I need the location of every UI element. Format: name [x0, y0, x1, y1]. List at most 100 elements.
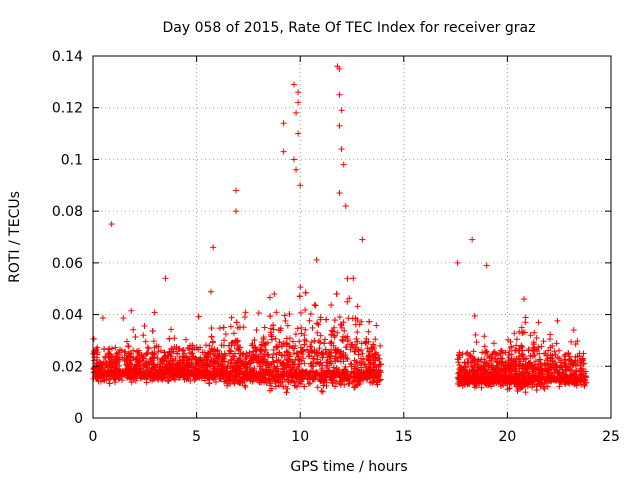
- data-point: [112, 344, 119, 351]
- data-point: [123, 338, 130, 345]
- data-point: [284, 322, 291, 329]
- data-point: [289, 338, 296, 345]
- data-point: [365, 328, 372, 335]
- data-point: [336, 91, 343, 98]
- data-point: [469, 236, 476, 243]
- data-point: [293, 109, 300, 116]
- data-point: [272, 383, 279, 390]
- data-point: [317, 332, 324, 339]
- data-point: [304, 346, 311, 353]
- data-point: [297, 284, 304, 291]
- data-point: [207, 288, 214, 295]
- data-point: [358, 340, 365, 347]
- data-point: [342, 202, 349, 209]
- data-point: [326, 368, 333, 375]
- data-point: [546, 336, 553, 343]
- data-point: [511, 330, 518, 337]
- data-point: [224, 382, 231, 389]
- y-tick-label: 0: [74, 411, 83, 427]
- data-point: [481, 343, 488, 350]
- data-point: [233, 319, 240, 326]
- x-tick-label: 15: [395, 429, 413, 445]
- data-point: [371, 350, 378, 357]
- data-point: [125, 343, 132, 350]
- data-point: [358, 347, 365, 354]
- data-point: [319, 388, 326, 395]
- data-point: [298, 324, 305, 331]
- data-point: [535, 319, 542, 326]
- y-tick-labels: 0 0.02 0.04 0.06 0.08 0.1 0.12 0.14: [52, 49, 83, 427]
- data-point: [286, 343, 293, 350]
- data-point: [319, 365, 326, 372]
- data-point: [516, 328, 523, 335]
- data-point: [108, 221, 115, 228]
- data-point: [331, 355, 338, 362]
- data-point: [354, 329, 361, 336]
- data-point: [128, 307, 135, 314]
- data-point: [293, 166, 300, 173]
- data-point: [307, 310, 314, 317]
- data-point: [296, 293, 303, 300]
- data-point: [314, 384, 321, 391]
- data-point: [101, 377, 108, 384]
- x-tick-label: 25: [602, 429, 620, 445]
- data-point: [349, 379, 356, 386]
- data-point: [280, 148, 287, 155]
- data-point: [306, 353, 313, 360]
- data-point: [538, 343, 545, 350]
- data-point: [334, 357, 341, 364]
- data-point: [151, 309, 158, 316]
- data-point: [299, 347, 306, 354]
- y-tick-label: 0.1: [61, 152, 83, 168]
- data-point: [227, 356, 234, 363]
- data-point: [270, 358, 277, 365]
- data-point: [216, 325, 223, 332]
- data-point: [130, 347, 137, 354]
- data-point: [483, 262, 490, 269]
- data-point: [273, 344, 280, 351]
- data-point: [105, 346, 112, 353]
- data-point: [344, 275, 351, 282]
- data-point: [99, 314, 106, 321]
- data-point: [171, 343, 178, 350]
- data-point: [344, 355, 351, 362]
- data-point: [266, 294, 273, 301]
- data-point: [314, 320, 321, 327]
- data-point: [519, 330, 526, 337]
- data-point: [365, 353, 372, 360]
- data-point: [141, 323, 148, 330]
- data-point: [336, 314, 343, 321]
- data-point: [220, 324, 227, 331]
- data-point: [161, 349, 168, 356]
- data-point: [220, 342, 227, 349]
- data-point: [150, 338, 157, 345]
- data-point: [292, 331, 299, 338]
- data-point: [203, 342, 210, 349]
- data-point: [113, 350, 120, 357]
- data-point: [267, 313, 274, 320]
- x-tick-label: 10: [291, 429, 309, 445]
- data-point: [313, 256, 320, 263]
- data-point: [132, 333, 139, 340]
- data-point: [226, 347, 233, 354]
- data-point: [210, 244, 217, 251]
- data-point: [296, 338, 303, 345]
- data-point: [490, 340, 497, 347]
- data-point: [255, 310, 262, 317]
- data-point: [314, 329, 321, 336]
- data-point: [155, 343, 162, 350]
- data-point: [271, 291, 278, 298]
- data-point: [290, 81, 297, 88]
- y-tick-label: 0.14: [52, 49, 83, 65]
- data-point: [283, 389, 290, 396]
- data-point: [359, 236, 366, 243]
- chart-title: Day 058 of 2015, Rate Of TEC Index for r…: [163, 20, 536, 36]
- x-axis-label: GPS time / hours: [290, 459, 407, 475]
- data-point: [149, 328, 156, 335]
- data-point: [302, 326, 309, 333]
- data-point: [273, 309, 280, 316]
- data-point: [294, 325, 301, 332]
- data-point: [372, 336, 379, 343]
- data-point: [366, 366, 373, 373]
